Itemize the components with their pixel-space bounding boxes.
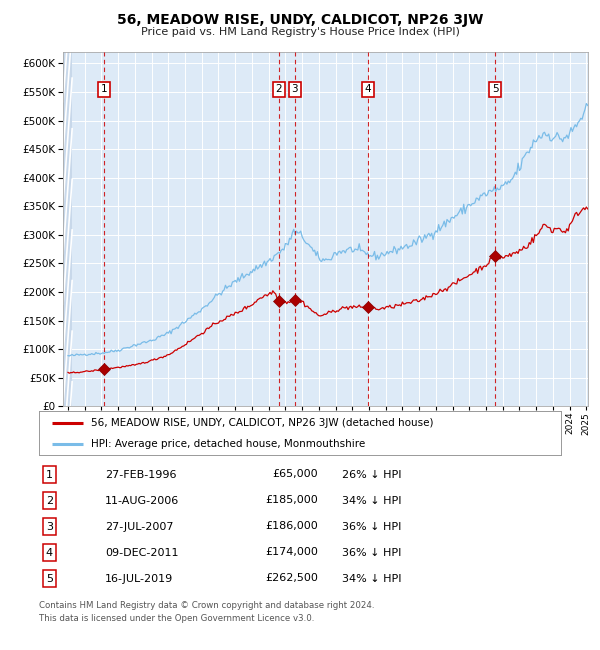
Text: £262,500: £262,500 [265, 573, 318, 584]
Text: 36% ↓ HPI: 36% ↓ HPI [342, 547, 401, 558]
Text: 36% ↓ HPI: 36% ↓ HPI [342, 521, 401, 532]
Text: 26% ↓ HPI: 26% ↓ HPI [342, 469, 401, 480]
Text: 34% ↓ HPI: 34% ↓ HPI [342, 573, 401, 584]
Text: 34% ↓ HPI: 34% ↓ HPI [342, 495, 401, 506]
Text: 3: 3 [292, 84, 298, 94]
Text: 56, MEADOW RISE, UNDY, CALDICOT, NP26 3JW (detached house): 56, MEADOW RISE, UNDY, CALDICOT, NP26 3J… [91, 418, 434, 428]
Text: 27-FEB-1996: 27-FEB-1996 [105, 469, 176, 480]
Text: £65,000: £65,000 [272, 469, 318, 480]
Text: 4: 4 [365, 84, 371, 94]
Text: 09-DEC-2011: 09-DEC-2011 [105, 547, 179, 558]
Text: £185,000: £185,000 [265, 495, 318, 506]
Text: 11-AUG-2006: 11-AUG-2006 [105, 495, 179, 506]
Text: 5: 5 [492, 84, 499, 94]
Text: 27-JUL-2007: 27-JUL-2007 [105, 521, 173, 532]
Text: 1: 1 [101, 84, 107, 94]
Text: 3: 3 [46, 521, 53, 532]
Text: 1: 1 [46, 469, 53, 480]
Bar [63, 52, 72, 406]
Text: HPI: Average price, detached house, Monmouthshire: HPI: Average price, detached house, Monm… [91, 439, 365, 449]
Text: Contains HM Land Registry data © Crown copyright and database right 2024.: Contains HM Land Registry data © Crown c… [39, 601, 374, 610]
Text: This data is licensed under the Open Government Licence v3.0.: This data is licensed under the Open Gov… [39, 614, 314, 623]
Text: 5: 5 [46, 573, 53, 584]
Text: 2: 2 [275, 84, 282, 94]
Text: 2: 2 [46, 495, 53, 506]
Text: 16-JUL-2019: 16-JUL-2019 [105, 573, 173, 584]
Text: £174,000: £174,000 [265, 547, 318, 558]
Text: £186,000: £186,000 [265, 521, 318, 532]
Text: Price paid vs. HM Land Registry's House Price Index (HPI): Price paid vs. HM Land Registry's House … [140, 27, 460, 37]
Text: 4: 4 [46, 547, 53, 558]
Text: 56, MEADOW RISE, UNDY, CALDICOT, NP26 3JW: 56, MEADOW RISE, UNDY, CALDICOT, NP26 3J… [117, 13, 483, 27]
